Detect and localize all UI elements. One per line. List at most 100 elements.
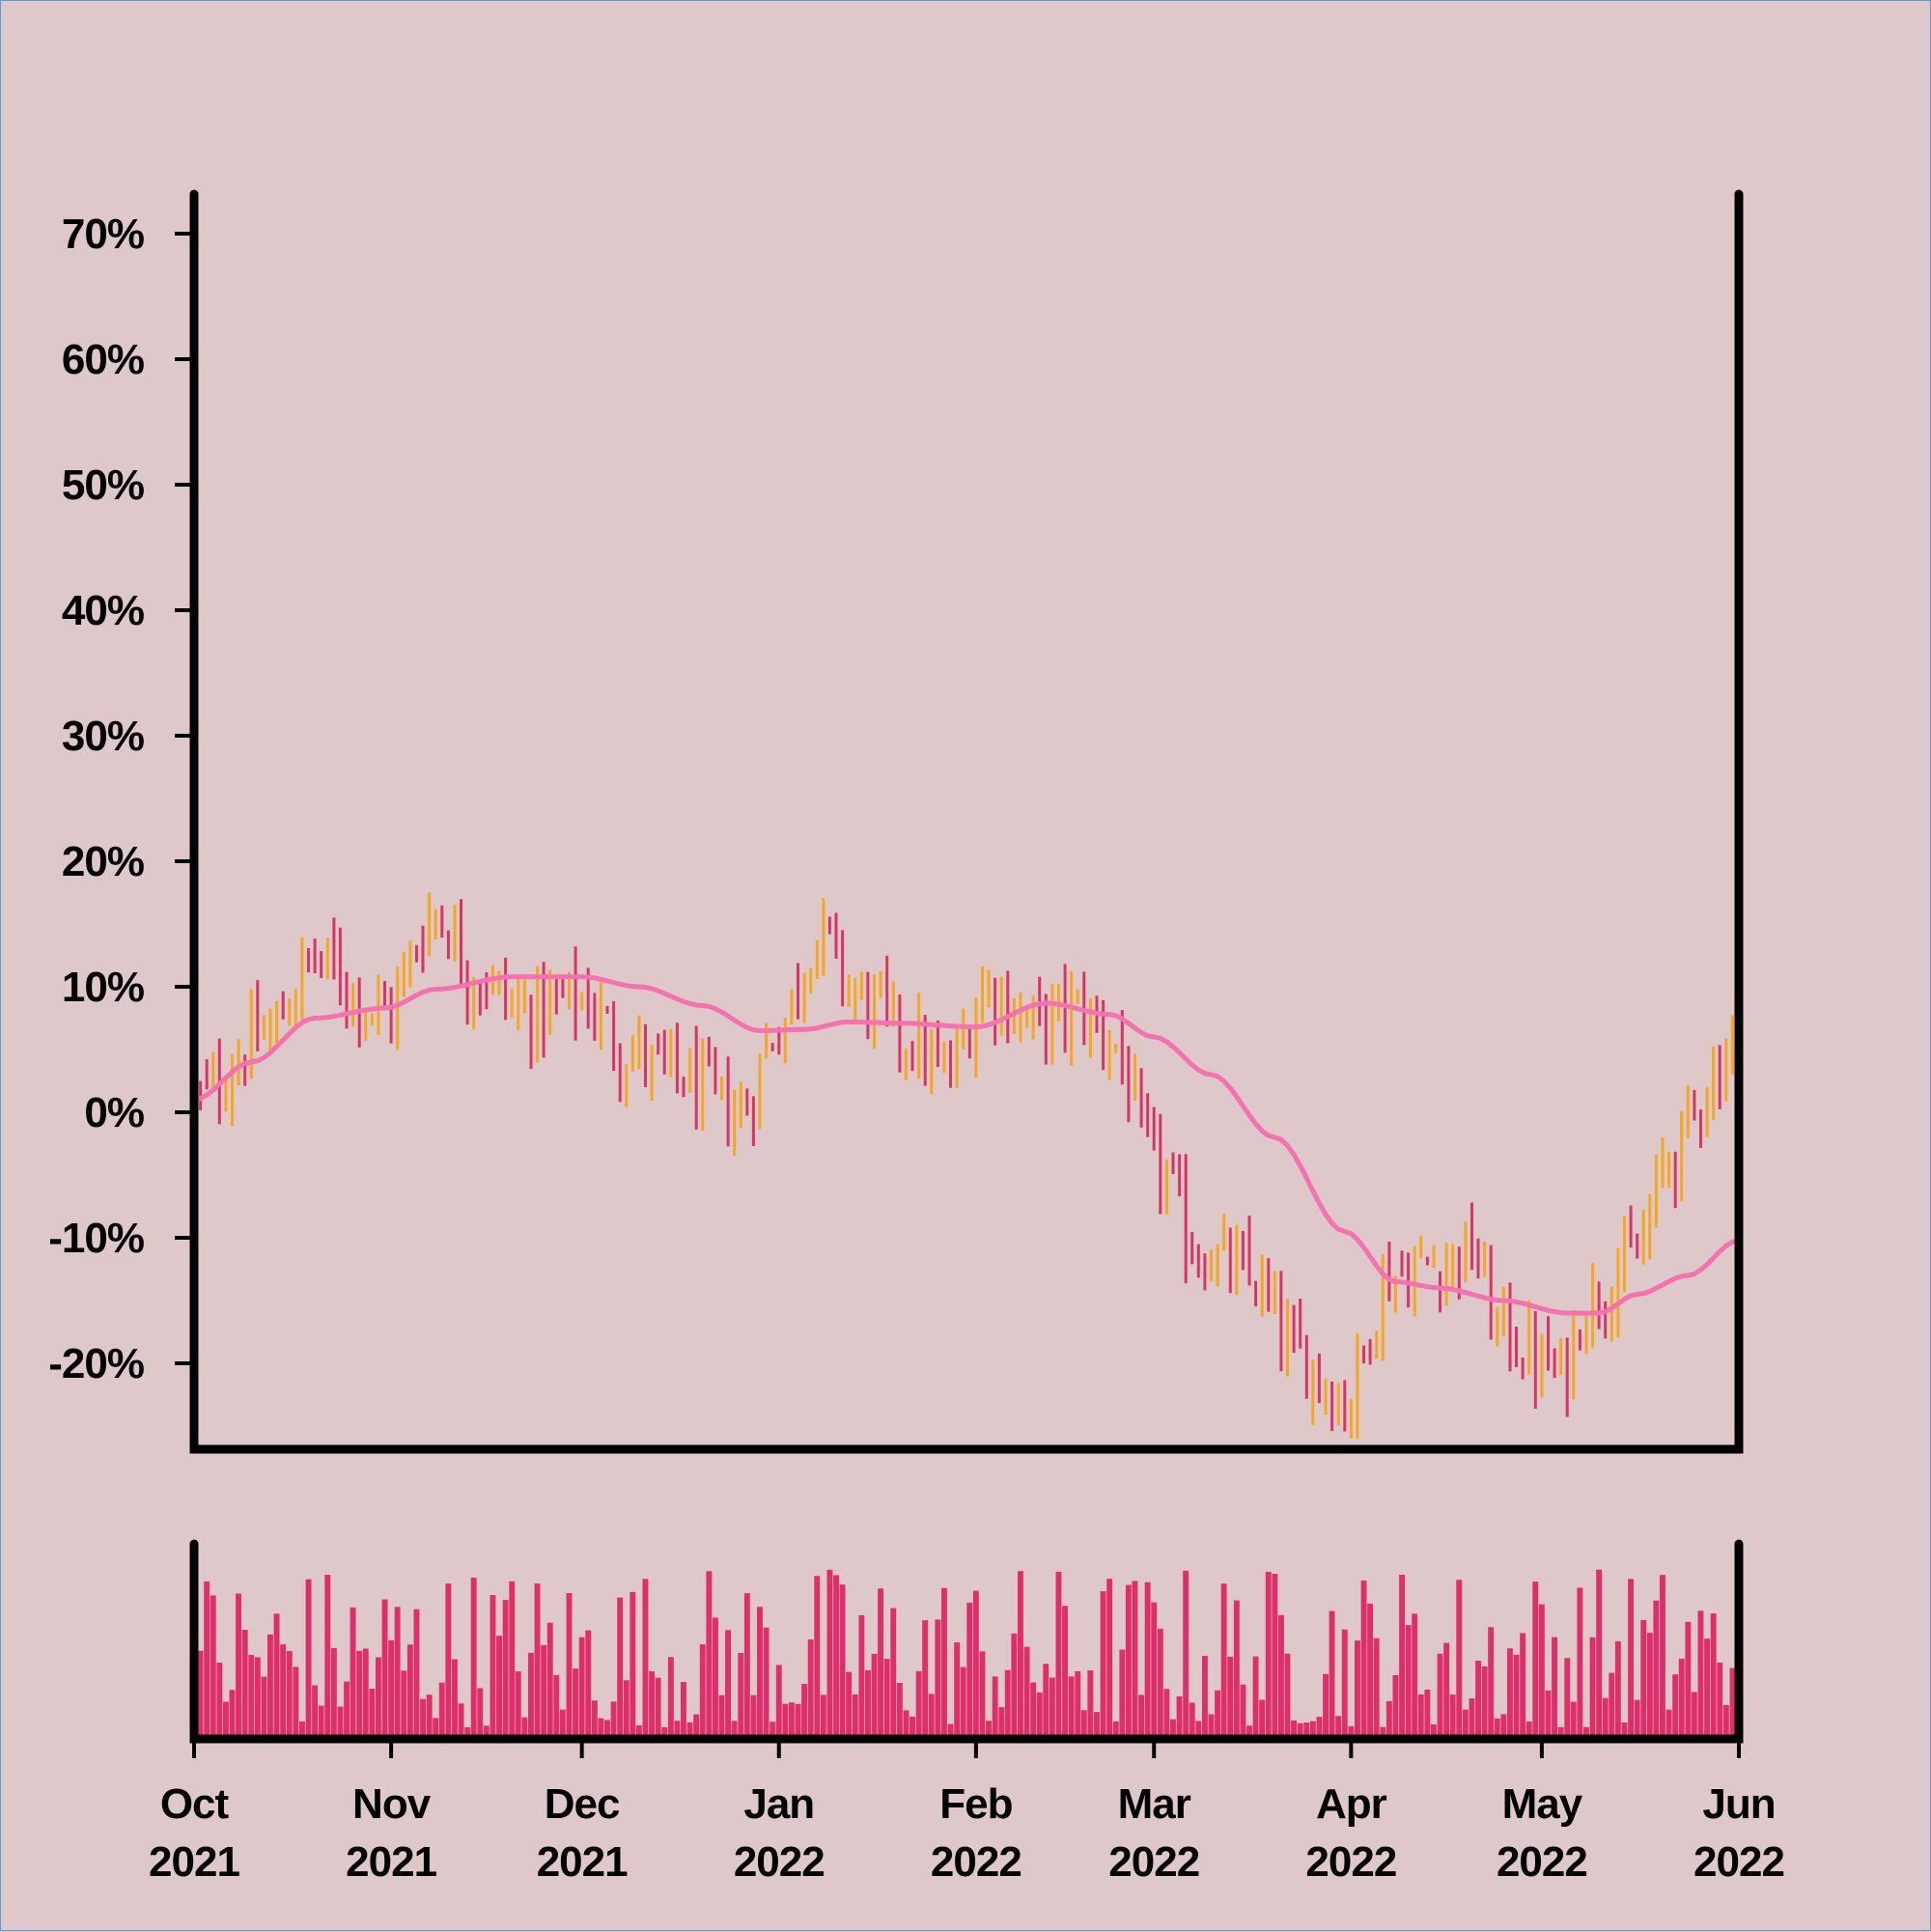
volume-bar	[318, 1705, 324, 1739]
volume-bar	[1722, 1704, 1729, 1739]
volume-bar	[566, 1593, 573, 1739]
volume-bar	[1030, 1682, 1037, 1739]
volume-bar	[743, 1593, 750, 1739]
volume-bar	[598, 1718, 604, 1739]
volume-bar	[394, 1607, 401, 1739]
volume-bar	[312, 1685, 318, 1739]
volume-bar	[388, 1639, 395, 1739]
volume-bar	[1628, 1579, 1634, 1739]
volume-bar	[1520, 1633, 1526, 1739]
volume-bar	[1151, 1602, 1158, 1739]
x-tick-month-label: May	[1502, 1780, 1583, 1828]
volume-bar	[1678, 1658, 1685, 1739]
volume-bar	[330, 1647, 337, 1739]
x-tick-year-label: 2022	[931, 1838, 1021, 1886]
volume-bar	[534, 1583, 541, 1739]
volume-bar	[1672, 1674, 1679, 1739]
volume-bar	[406, 1644, 413, 1739]
x-tick-month-label: Jun	[1702, 1780, 1775, 1828]
volume-bar	[1380, 1726, 1386, 1739]
volume-bar	[1252, 1656, 1259, 1739]
volume-bar	[305, 1579, 312, 1739]
x-tick-month-label: Mar	[1118, 1780, 1191, 1828]
volume-bar	[928, 1694, 935, 1739]
volume-bar	[267, 1634, 273, 1739]
volume-bar	[966, 1602, 973, 1739]
volume-bar	[362, 1648, 369, 1739]
volume-bar	[1163, 1689, 1170, 1739]
volume-bar	[236, 1593, 241, 1739]
volume-bar	[617, 1597, 624, 1739]
volume-bar	[706, 1571, 713, 1739]
volume-bar	[559, 1709, 566, 1739]
volume-bar	[1609, 1672, 1615, 1739]
volume-bar	[1004, 1669, 1011, 1739]
volume-bar	[464, 1727, 471, 1739]
volume-bar	[490, 1595, 496, 1739]
volume-bar	[757, 1607, 763, 1739]
volume-bar	[1323, 1673, 1329, 1739]
volume-bar	[299, 1721, 305, 1739]
volume-bar	[413, 1609, 420, 1739]
volume-bar	[1552, 1637, 1557, 1739]
volume-bar	[630, 1591, 636, 1739]
volume-bar	[376, 1657, 381, 1739]
volume-bar	[718, 1694, 725, 1739]
volume-bar	[1577, 1587, 1583, 1739]
volume-bar	[782, 1703, 789, 1739]
volume-bar	[903, 1710, 910, 1739]
volume-bar	[1729, 1667, 1736, 1739]
volume-bar	[1227, 1656, 1234, 1739]
volume-bar	[623, 1680, 630, 1739]
x-tick-month-label: Nov	[352, 1780, 432, 1828]
volume-bar	[1431, 1724, 1437, 1739]
volume-bar	[261, 1676, 267, 1739]
volume-bar	[1399, 1575, 1405, 1739]
volume-bar	[1373, 1638, 1380, 1739]
volume-bar	[350, 1607, 356, 1739]
volume-bar	[1685, 1621, 1692, 1739]
volume-bar	[496, 1636, 502, 1739]
volume-bar	[635, 1725, 642, 1739]
volume-bar	[1481, 1666, 1488, 1739]
volume-bar	[750, 1694, 757, 1739]
volume-bar	[573, 1668, 578, 1739]
volume-bar	[1125, 1584, 1132, 1739]
volume-bar	[1049, 1677, 1055, 1739]
x-tick-year-label: 2022	[1693, 1838, 1784, 1886]
volume-bar	[789, 1702, 795, 1739]
volume-bar	[1272, 1574, 1278, 1739]
volume-bar	[1259, 1699, 1266, 1739]
volume-bar	[1246, 1725, 1252, 1739]
volume-bar	[1132, 1581, 1138, 1739]
y-tick-label: 50%	[62, 462, 144, 509]
volume-bar	[649, 1671, 655, 1739]
volume-bar	[1437, 1653, 1443, 1739]
volume-bar	[401, 1670, 407, 1739]
volume-bar	[1697, 1610, 1704, 1739]
volume-bar	[426, 1694, 433, 1739]
volume-bar	[610, 1701, 617, 1739]
volume-bar	[1507, 1648, 1513, 1739]
volume-bar	[865, 1669, 871, 1739]
volume-bar	[1215, 1690, 1220, 1739]
volume-bar	[591, 1700, 598, 1739]
volume-bar	[1018, 1571, 1023, 1739]
volume-bar	[541, 1644, 547, 1739]
volume-bar	[1532, 1582, 1539, 1739]
volume-bar	[356, 1650, 363, 1739]
volume-bar	[241, 1630, 248, 1739]
volume-bar	[1405, 1625, 1412, 1739]
price-bars	[192, 892, 1741, 1440]
volume-bar	[458, 1703, 464, 1739]
volume-bar	[1233, 1600, 1240, 1739]
volume-bar	[1614, 1640, 1621, 1739]
volume-bar	[1621, 1722, 1628, 1739]
volume-bar	[1449, 1694, 1456, 1739]
volume-bar	[686, 1722, 693, 1739]
volume-bar	[1500, 1714, 1507, 1739]
volume-bar	[546, 1622, 553, 1739]
volume-bar	[1043, 1664, 1049, 1739]
volume-bar	[941, 1587, 947, 1739]
